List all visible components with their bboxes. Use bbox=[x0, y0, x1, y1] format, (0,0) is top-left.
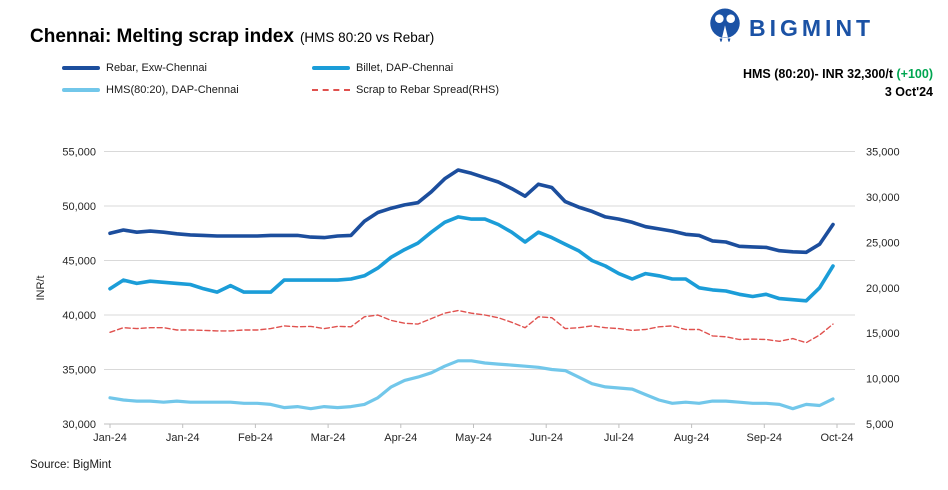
legend-item-rebar: Rebar, Exw-Chennai bbox=[62, 62, 312, 74]
svg-text:INR/t: INR/t bbox=[35, 275, 47, 300]
legend-item-hms: HMS(80:20), DAP-Chennai bbox=[62, 84, 312, 96]
svg-text:Oct-24: Oct-24 bbox=[820, 432, 853, 444]
svg-text:30,000: 30,000 bbox=[62, 419, 96, 431]
callout-label: HMS (80:20)- INR 32,300/t bbox=[742, 67, 894, 81]
legend-swatch-billet bbox=[312, 66, 350, 70]
svg-text:Sep-24: Sep-24 bbox=[747, 432, 782, 444]
svg-text:25,000: 25,000 bbox=[866, 237, 900, 249]
svg-text:50,000: 50,000 bbox=[62, 201, 96, 213]
svg-text:Aug-24: Aug-24 bbox=[674, 432, 709, 444]
svg-text:Jan-24: Jan-24 bbox=[93, 432, 127, 444]
title-row: Chennai: Melting scrap index (HMS 80:20 v… bbox=[30, 26, 434, 48]
legend-label-billet: Billet, DAP-Chennai bbox=[356, 62, 454, 74]
legend-item-spread: Scrap to Rebar Spread(RHS) bbox=[312, 84, 499, 96]
svg-text:Jun-24: Jun-24 bbox=[529, 432, 563, 444]
svg-text:Jul-24: Jul-24 bbox=[604, 432, 634, 444]
source-note: Source: BigMint bbox=[30, 459, 112, 471]
svg-text:35,000: 35,000 bbox=[62, 365, 96, 377]
svg-text:35,000: 35,000 bbox=[866, 147, 900, 159]
legend-swatch-hms bbox=[62, 88, 100, 92]
svg-text:5,000: 5,000 bbox=[866, 419, 894, 431]
callout-line: HMS (80:20)- INR 32,300/t (+100) bbox=[743, 66, 933, 84]
price-callout: HMS (80:20)- INR 32,300/t (+100) 3 Oct'2… bbox=[743, 66, 933, 101]
bigmint-logo-icon bbox=[710, 8, 740, 42]
svg-text:45,000: 45,000 bbox=[62, 256, 96, 268]
svg-text:Mar-24: Mar-24 bbox=[311, 432, 346, 444]
legend-item-billet: Billet, DAP-Chennai bbox=[312, 62, 499, 74]
svg-text:55,000: 55,000 bbox=[62, 147, 96, 159]
callout-change: (+100) bbox=[896, 67, 933, 81]
legend-swatch-rebar bbox=[62, 66, 100, 70]
legend-label-spread: Scrap to Rebar Spread(RHS) bbox=[356, 84, 500, 96]
price-chart: 55,000 50,000 45,000 40,000 35,000 30,000 35,0… bbox=[35, 147, 900, 445]
legend-label-rebar: Rebar, Exw-Chennai bbox=[106, 62, 207, 74]
legend-swatch-spread bbox=[312, 89, 350, 91]
svg-text:40,000: 40,000 bbox=[62, 310, 96, 322]
legend: Rebar, Exw-Chennai Billet, DAP-Chennai H… bbox=[62, 62, 499, 96]
brand-logo: BIGMINT bbox=[708, 8, 874, 48]
svg-text:30,000: 30,000 bbox=[866, 192, 900, 204]
svg-text:Feb-24: Feb-24 bbox=[238, 432, 273, 444]
svg-text:10,000: 10,000 bbox=[866, 374, 900, 386]
svg-text:20,000: 20,000 bbox=[866, 283, 900, 295]
svg-text:Jan-24: Jan-24 bbox=[166, 432, 200, 444]
legend-label-hms: HMS(80:20), DAP-Chennai bbox=[106, 84, 239, 96]
svg-text:Apr-24: Apr-24 bbox=[384, 432, 417, 444]
svg-text:May-24: May-24 bbox=[455, 432, 492, 444]
callout-date: 3 Oct'24 bbox=[884, 84, 933, 99]
svg-text:15,000: 15,000 bbox=[866, 328, 900, 340]
page-title: Chennai: Melting scrap index bbox=[30, 26, 294, 47]
brand-name: BIGMINT bbox=[749, 14, 875, 41]
page-subtitle: (HMS 80:20 vs Rebar) bbox=[299, 30, 435, 45]
